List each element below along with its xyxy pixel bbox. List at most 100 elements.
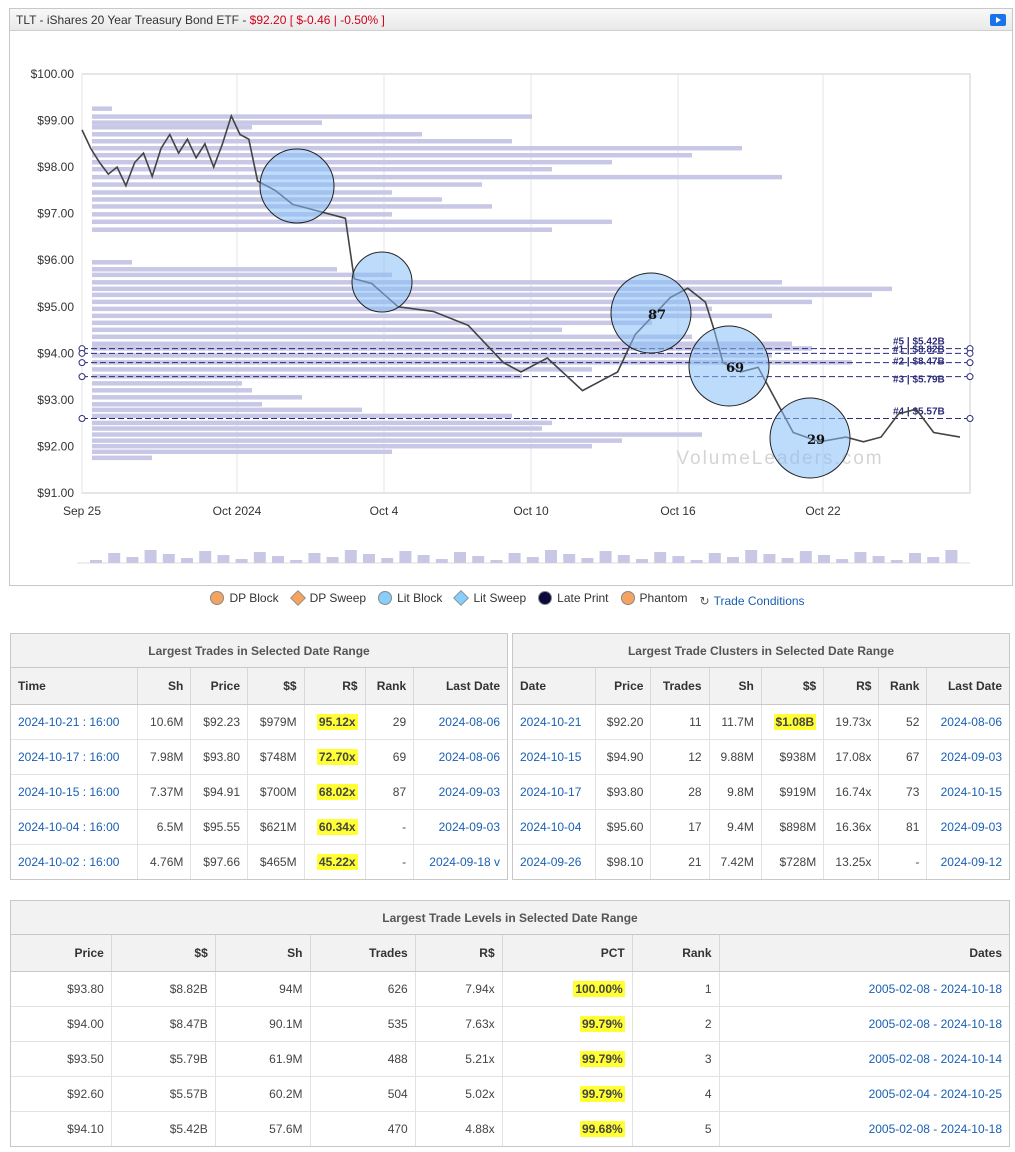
column-header-r[interactable]: R$ <box>415 935 503 972</box>
date-link[interactable]: 2024-08-06 <box>438 749 500 764</box>
legend-item-lit-sweep[interactable]: Lit Sweep <box>453 590 526 606</box>
volume-profile-bar <box>92 320 652 326</box>
navigator-volume-bar <box>381 558 394 563</box>
date-link[interactable]: 2024-10-15 <box>520 749 582 764</box>
table-cell: 2024-10-02 : 16:00 <box>11 844 139 879</box>
column-header-sh[interactable]: Sh <box>137 668 192 705</box>
column-header-time[interactable]: Time <box>11 668 139 705</box>
y-tick-label: $97.00 <box>37 207 74 221</box>
legend-item-lit-block[interactable]: Lit Block <box>378 591 442 605</box>
date-link[interactable]: 2024-10-15 : 16:00 <box>18 784 120 799</box>
table-cell: $5.42B <box>111 1111 216 1146</box>
volume-profile-bar <box>92 227 552 232</box>
date-link[interactable]: 2024-09-03 <box>940 749 1002 764</box>
date-link[interactable]: 2024-09-03 <box>438 819 500 834</box>
date-link[interactable]: 2005-02-04 - 2024-10-25 <box>868 1086 1002 1101</box>
date-link[interactable]: 2024-10-02 : 16:00 <box>18 854 120 869</box>
column-header-[interactable]: $$ <box>111 935 216 972</box>
column-header-rank[interactable]: Rank <box>632 935 720 972</box>
date-link[interactable]: 2024-08-06 <box>940 714 1002 729</box>
table-cell: 4 <box>632 1076 720 1112</box>
price-chart[interactable]: Sep 25 Oct 2024 Oct 4 Oct 10 Oct 16 Oct 22 $10… <box>10 32 1012 585</box>
level-marker <box>78 359 86 367</box>
date-link[interactable]: 2005-02-08 - 2024-10-18 <box>868 1121 1002 1136</box>
navigator-volume-bar <box>472 556 485 563</box>
cell-value: 11 <box>689 714 702 729</box>
navigator-volume-bar <box>927 557 940 563</box>
legend-item-dp-sweep[interactable]: DP Sweep <box>289 590 366 606</box>
circle-icon <box>620 591 635 605</box>
date-link[interactable]: 2024-09-12 <box>940 854 1002 869</box>
table-cell: 2024-10-17 <box>513 774 596 810</box>
cell-value: $465M <box>259 854 297 869</box>
date-link[interactable]: 2024-10-04 : 16:00 <box>18 819 120 834</box>
legend-item-dp-block[interactable]: DP Block <box>210 591 279 605</box>
column-header-date[interactable]: Date <box>513 668 596 705</box>
column-header-[interactable]: $$ <box>761 668 825 705</box>
navigator-volume-bar <box>727 557 739 563</box>
column-header-lastdate[interactable]: Last Date <box>926 668 1009 705</box>
date-link[interactable]: 2024-10-17 <box>520 784 582 799</box>
column-header-sh[interactable]: Sh <box>215 935 311 972</box>
date-link[interactable]: 2005-02-08 - 2024-10-18 <box>868 981 1002 996</box>
cell-value: 19.73x <box>835 714 872 729</box>
cell-value: 99.79% <box>579 1050 625 1067</box>
navigator-volume-bar <box>253 552 266 563</box>
y-tick-label: $95.00 <box>37 300 74 314</box>
date-link[interactable]: 2024-08-06 <box>438 714 500 729</box>
date-link[interactable]: 2024-09-26 <box>520 854 582 869</box>
table-cell: 19.73x <box>823 704 880 740</box>
date-link[interactable]: 2024-10-15 <box>940 784 1002 799</box>
column-header-rank[interactable]: Rank <box>878 668 928 705</box>
column-header-[interactable]: $$ <box>247 668 305 705</box>
table-cell: 2005-02-08 - 2024-10-14 <box>719 1041 1009 1077</box>
y-tick-label: $94.00 <box>37 346 74 360</box>
volume-profile-bar <box>92 145 742 151</box>
cell-value: 9.88M <box>720 749 754 764</box>
date-link[interactable]: 2005-02-08 - 2024-10-14 <box>868 1051 1002 1066</box>
volume-profile-bar <box>92 402 262 407</box>
cell-value: 28 <box>688 784 702 799</box>
cell-value: $5.79B <box>169 1051 208 1066</box>
table-cell: 87 <box>365 774 415 810</box>
video-play-icon[interactable] <box>990 14 1006 26</box>
navigator-volume-bar <box>617 555 630 563</box>
table-cell: 2024-09-03 <box>926 809 1009 845</box>
table-cell: $93.50 <box>11 1041 112 1077</box>
legend-item-phantom[interactable]: Phantom <box>620 591 688 605</box>
cell-value: 7.42M <box>720 854 754 869</box>
column-header-r[interactable]: R$ <box>823 668 880 705</box>
column-header-price[interactable]: Price <box>190 668 248 705</box>
cell-value: 95.12x <box>316 713 358 730</box>
column-header-sh[interactable]: Sh <box>709 668 762 705</box>
date-link[interactable]: 2024-09-03 <box>438 784 500 799</box>
table-cell: $898M <box>761 809 825 845</box>
date-link[interactable]: 2024-09-03 <box>940 819 1002 834</box>
column-header-pct[interactable]: PCT <box>502 935 633 972</box>
column-header-trades[interactable]: Trades <box>650 668 710 705</box>
trade-conditions-link[interactable]: ↻ Trade Conditions <box>700 594 805 608</box>
column-header-lastdate[interactable]: Last Date <box>413 668 507 705</box>
column-header-rank[interactable]: Rank <box>365 668 415 705</box>
cell-value: 60.34x <box>316 818 358 835</box>
table-cell: 7.94x <box>415 971 503 1007</box>
navigator-volume-bar <box>399 551 412 563</box>
column-header-r[interactable]: R$ <box>304 668 366 705</box>
navigator-volume-bar <box>690 560 703 563</box>
column-header-trades[interactable]: Trades <box>310 935 416 972</box>
column-header-dates[interactable]: Dates <box>719 935 1009 972</box>
navigator-volume-bar <box>126 557 139 563</box>
date-link[interactable]: 2024-10-21 : 16:00 <box>18 714 120 729</box>
table-cell: $748M <box>247 739 305 775</box>
price-change: [ $-0.46 | -0.50% ] <box>289 13 385 27</box>
date-link[interactable]: 2024-10-04 <box>520 819 582 834</box>
column-header-price[interactable]: Price <box>595 668 652 705</box>
date-link[interactable]: 2024-09-18 v <box>429 854 500 869</box>
date-link[interactable]: 2024-10-17 : 16:00 <box>18 749 120 764</box>
column-header-price[interactable]: Price <box>11 935 112 972</box>
cell-value: $93.50 <box>67 1051 104 1066</box>
date-link[interactable]: 2024-10-21 <box>520 714 582 729</box>
cell-value: 73 <box>906 784 920 799</box>
date-link[interactable]: 2005-02-08 - 2024-10-18 <box>868 1016 1002 1031</box>
legend-item-late-print[interactable]: Late Print <box>538 591 609 605</box>
